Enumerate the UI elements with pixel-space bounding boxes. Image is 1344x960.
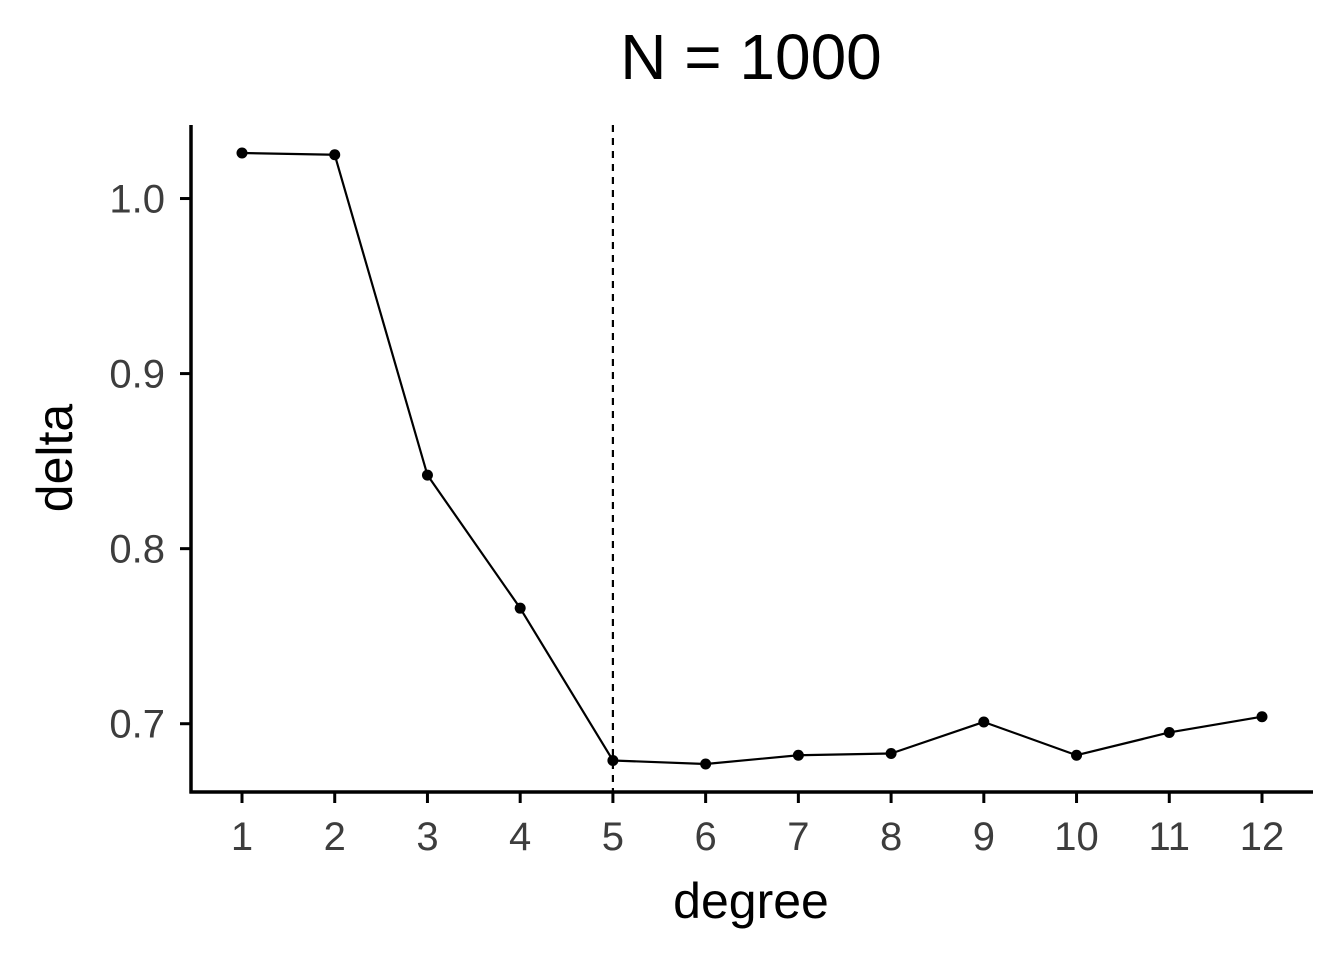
y-tick-label-0.9: 0.9 (109, 353, 165, 397)
x-tick-label-6: 6 (695, 815, 717, 859)
x-tick-label-3: 3 (416, 815, 438, 859)
data-point-11 (1163, 726, 1175, 738)
y-tick-label-1.0: 1.0 (109, 178, 165, 222)
data-point-2 (329, 149, 341, 161)
data-point-6 (700, 758, 712, 770)
x-tick-label-2: 2 (324, 815, 346, 859)
x-tick-label-1: 1 (231, 815, 253, 859)
data-point-9 (978, 716, 990, 728)
y-axis-title: delta (27, 404, 83, 513)
data-point-1 (236, 147, 248, 159)
x-tick-label-9: 9 (973, 815, 995, 859)
data-point-12 (1256, 711, 1268, 723)
data-point-4 (514, 602, 526, 614)
x-axis-title: degree (673, 873, 829, 929)
x-tick-label-11: 11 (1149, 815, 1191, 859)
x-tick-label-8: 8 (880, 815, 902, 859)
data-point-8 (885, 747, 897, 759)
plot-area: 1 2 3 4 5 6 7 8 9 10 11 120.70.80.91.0 (109, 125, 1313, 859)
x-tick-label-5: 5 (602, 815, 624, 859)
data-point-7 (792, 749, 804, 761)
chart-title: N = 1000 (620, 21, 882, 93)
x-tick-label-4: 4 (509, 815, 531, 859)
data-point-5 (607, 754, 619, 766)
x-tick-label-10: 10 (1054, 815, 1099, 859)
x-tick-label-7: 7 (787, 815, 809, 859)
y-tick-label-0.8: 0.8 (109, 528, 165, 572)
data-point-10 (1071, 749, 1083, 761)
data-point-3 (421, 469, 433, 481)
series-line (241, 151, 1263, 766)
y-tick-label-0.7: 0.7 (109, 703, 165, 747)
x-tick-label-12: 12 (1240, 815, 1285, 859)
